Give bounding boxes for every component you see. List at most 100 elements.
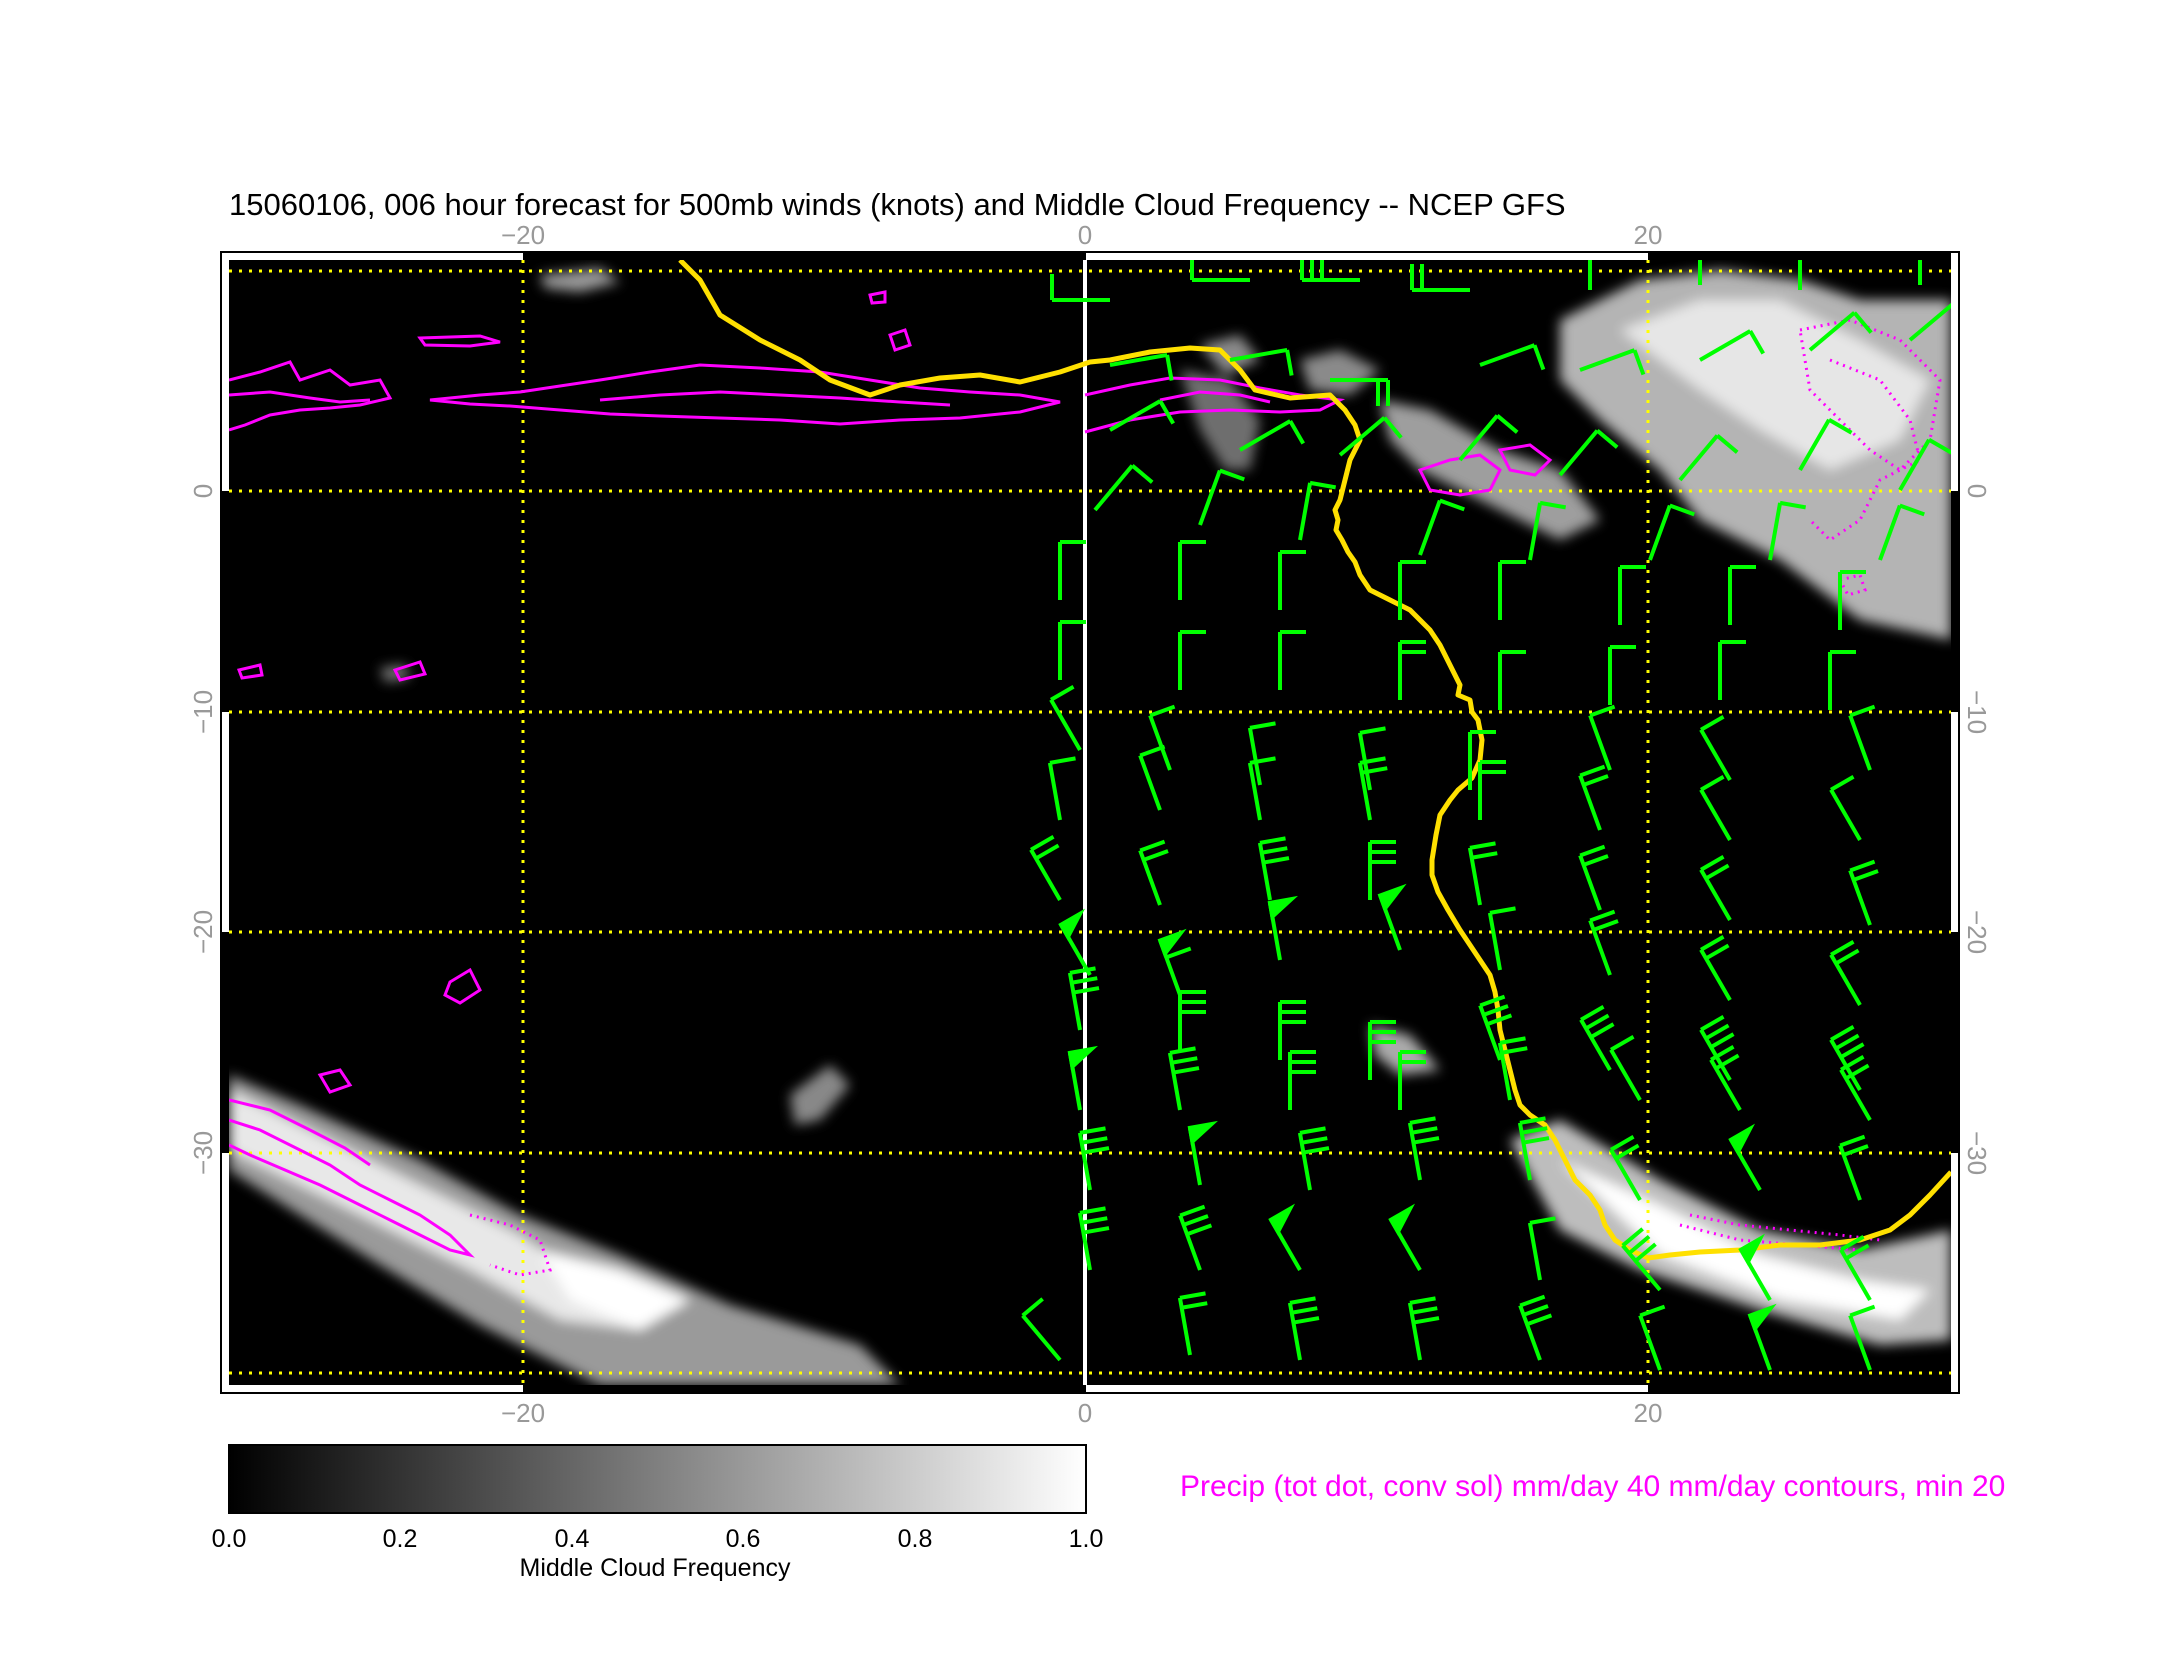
wind-barb [1747, 1303, 1777, 1371]
wind-barb [1398, 1050, 1426, 1110]
cloud-patch-central [790, 1065, 850, 1125]
wind-barb-shaft [1229, 347, 1288, 362]
wind-barb-feather [1486, 1013, 1513, 1027]
lon-labels-top: −20 0 20 [501, 220, 1663, 250]
precip-total-dotted [469, 318, 1942, 1277]
wind-barb [1077, 1126, 1110, 1191]
wind-barb-feather [1034, 843, 1060, 861]
lon-label-bottom-minus20: −20 [501, 1398, 545, 1428]
wind-barb-feather [1181, 1301, 1208, 1310]
wind-barb-feather [1839, 1235, 1865, 1252]
wind-barb [1050, 274, 1110, 302]
wind-barb-feather [1852, 869, 1879, 882]
wind-barb-shaft [1848, 714, 1872, 771]
wind-barb [1848, 704, 1876, 771]
wind-barb-feather [1849, 1304, 1876, 1318]
lon-label-top-0: 0 [1078, 220, 1092, 250]
lon-label-top-20: 20 [1634, 220, 1663, 250]
wind-barb [1718, 640, 1746, 700]
wind-barb [1178, 540, 1206, 600]
wind-barb [1157, 928, 1192, 996]
lat-labels-right: 0 −10 −20 −30 [1962, 484, 1992, 1175]
wind-barb [1728, 565, 1756, 625]
wind-barb [1247, 756, 1276, 821]
wind-barb [1067, 966, 1100, 1031]
wind-barb-shaft [1198, 469, 1222, 526]
wind-barb-feather [1834, 1033, 1860, 1051]
wind-barb-feather [1704, 1023, 1730, 1041]
wind-barb-feather [1409, 1296, 1436, 1305]
wind-barb-shaft [1479, 343, 1536, 367]
wind-barb-feather [1439, 498, 1465, 512]
colorbar-label: Middle Cloud Frequency [520, 1554, 791, 1582]
wind-barb-feather [1139, 744, 1166, 758]
wind-barb [1229, 347, 1294, 376]
precip-dot-4 [1679, 1223, 1861, 1252]
wind-barb-feather [1539, 500, 1567, 510]
wind-barb [1699, 935, 1732, 1001]
wind-barb-flag [1747, 1303, 1777, 1333]
wind-barb [1588, 704, 1616, 771]
colorbar-tick-4: 0.8 [898, 1525, 933, 1553]
colorbar-tick-1: 0.2 [383, 1525, 418, 1553]
wind-barb-feather [1501, 1046, 1528, 1055]
wind-barb-feather [1839, 1134, 1866, 1148]
wind-barb [1699, 715, 1732, 781]
wind-barb [1138, 744, 1166, 811]
wind-barb-feather [1142, 849, 1169, 862]
wind-barb [1058, 908, 1092, 976]
wind-barb-feather [1579, 1005, 1605, 1022]
wind-barb-feather [1529, 1216, 1556, 1225]
wind-barb-shaft [1908, 302, 1951, 342]
colorbar-tick-2: 0.4 [555, 1525, 590, 1553]
wind-barb [1699, 329, 1765, 362]
wind-barb-feather [1627, 1234, 1651, 1255]
wind-barb [1398, 640, 1426, 700]
wind-barb-feather [1532, 344, 1546, 371]
wind-barb-shaft [1407, 1122, 1422, 1181]
wind-barb-feather [1261, 846, 1288, 855]
wind-barb [1578, 764, 1609, 831]
precip-contour-1 [229, 360, 393, 432]
wind-barb-shaft [1247, 762, 1262, 821]
wind-barb [1410, 264, 1470, 292]
wind-barb [1338, 416, 1403, 457]
colorbar-tick-5: 1.0 [1069, 1525, 1104, 1553]
wind-barb-feather [1927, 438, 1951, 455]
wind-barb [1418, 498, 1465, 556]
wind-barb-feather [1579, 844, 1606, 858]
wind-barb [1398, 560, 1426, 620]
wind-barb-feather [1069, 966, 1096, 975]
precip-contour-17 [317, 1068, 353, 1094]
wind-barb-feather [1288, 420, 1305, 445]
wind-barb-feather [1382, 416, 1403, 439]
wind-barb-shaft [1418, 499, 1442, 556]
wind-barb-feather [1844, 1063, 1870, 1081]
wind-barb-feather [1834, 948, 1860, 966]
wind-barb-feather [1413, 1136, 1440, 1145]
wind-barb [1278, 550, 1306, 610]
wind-barb-feather [1471, 851, 1498, 860]
wind-barb-feather [1361, 766, 1388, 775]
wind-barb [1388, 1203, 1422, 1271]
wind-barb-feather [1495, 414, 1519, 434]
wind-barb-shaft [1109, 399, 1162, 432]
precip-dot-6 [1837, 573, 1867, 597]
wind-barb-feather [1130, 464, 1154, 484]
wind-barb-feather [1849, 859, 1876, 873]
wind-barb [1287, 1296, 1320, 1361]
wind-barb-shaft [1848, 1314, 1872, 1371]
wind-barb [1848, 859, 1879, 926]
lon-labels-bottom: −20 0 20 [501, 1398, 1663, 1428]
wind-barb-feather [1699, 775, 1725, 792]
cloud-core-southeast [1560, 1160, 1930, 1320]
wind-barb-feather [1289, 1296, 1316, 1305]
wind-barb-flag [1267, 895, 1299, 921]
wind-barb-feather [1899, 503, 1925, 517]
wind-barb-shaft [1798, 418, 1831, 472]
wind-barb-feather [1714, 1053, 1740, 1071]
wind-barb-feather [1849, 704, 1876, 718]
wind-barb-feather [1149, 704, 1176, 718]
wind-barb [1077, 1206, 1110, 1271]
wind-barb [1178, 1204, 1213, 1271]
